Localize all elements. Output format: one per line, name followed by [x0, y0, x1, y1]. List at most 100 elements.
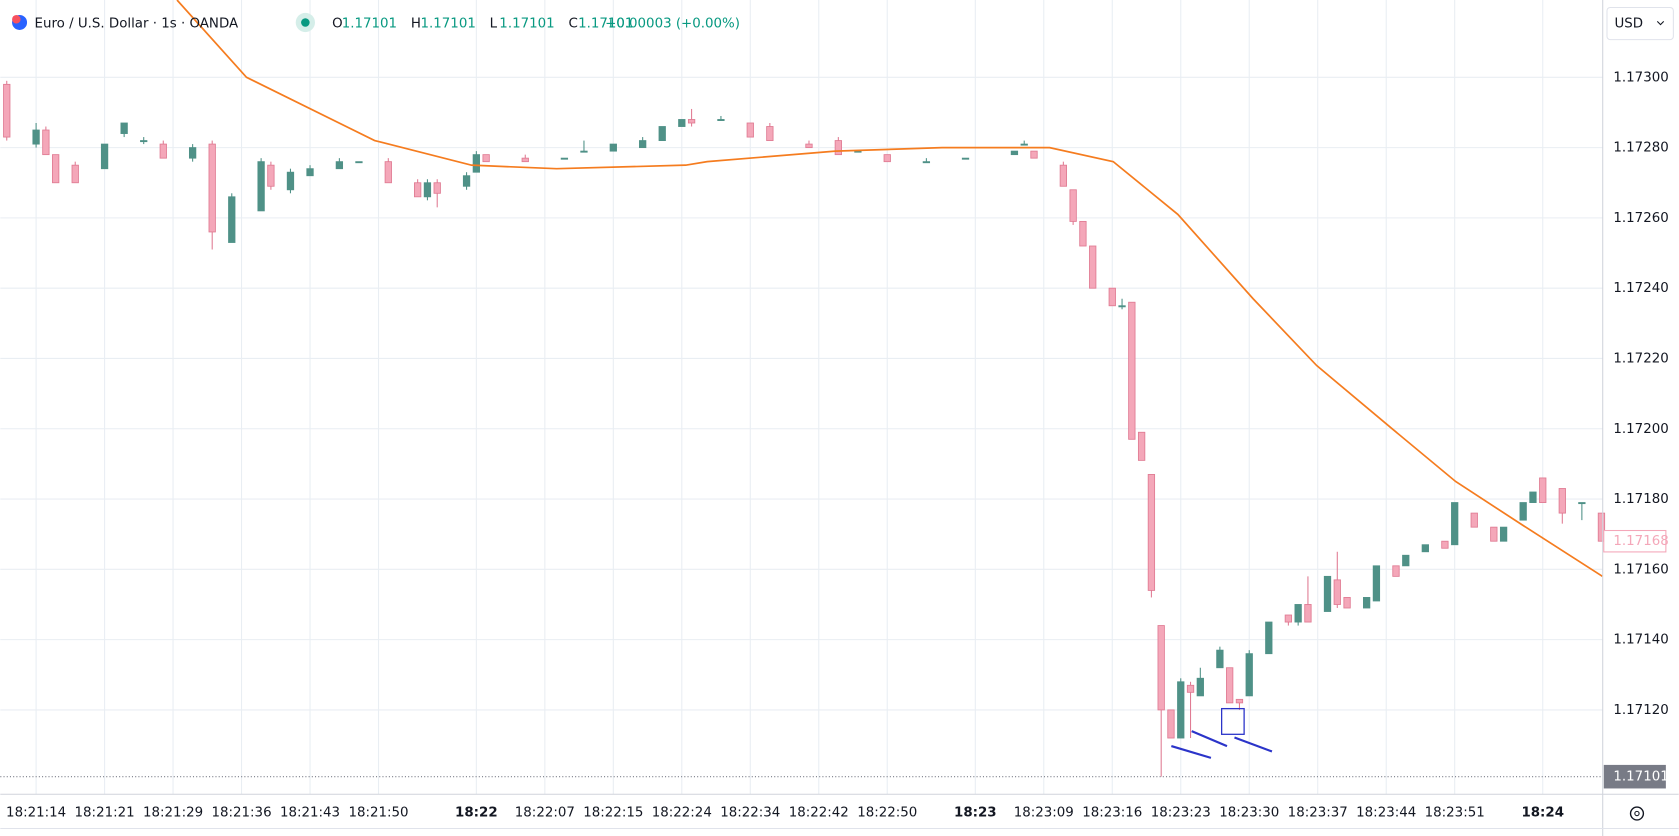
x-tick-label: 18:23:44	[1356, 805, 1416, 820]
candle-body	[1421, 544, 1429, 553]
y-tick-label: 1.17140	[1613, 633, 1668, 648]
symbol-title[interactable]: Euro / U.S. Dollar · 1s · OANDA	[35, 17, 239, 32]
trend-line[interactable]	[1171, 745, 1212, 759]
current-price-box	[1603, 764, 1666, 789]
x-tick-label: 18:22:24	[652, 805, 712, 820]
candle-body	[100, 143, 109, 170]
candle-body	[678, 119, 686, 127]
candle-body	[1118, 305, 1126, 308]
candle-body	[286, 171, 295, 191]
candle-body	[1304, 604, 1312, 623]
plot	[0, 0, 1606, 778]
candle-body	[805, 143, 813, 149]
candle-body	[42, 129, 50, 156]
candle-body	[414, 182, 422, 198]
candle-body	[1059, 164, 1067, 187]
candle-body	[1226, 667, 1234, 704]
candle-body	[883, 154, 891, 163]
y-tick-label: 1.17240	[1613, 281, 1668, 296]
last-price-box	[1603, 529, 1667, 553]
ohlc-label: H	[411, 17, 421, 32]
x-tick-label: 18:21:36	[212, 805, 272, 820]
candle-body	[228, 196, 236, 243]
candle-body	[1089, 245, 1097, 289]
candle-body	[472, 154, 480, 173]
ohlc-value: 1.17101	[421, 17, 476, 32]
drawings[interactable]	[1171, 707, 1273, 759]
candle-body	[717, 119, 725, 121]
ohlc-label: O	[332, 17, 343, 32]
x-tick-label: 18:23:51	[1425, 805, 1485, 820]
candle-body	[1079, 220, 1087, 247]
candle-body	[1323, 575, 1332, 612]
candle-body	[961, 157, 970, 160]
candle-body	[71, 164, 79, 184]
settings-icon[interactable]	[1629, 806, 1645, 821]
x-tick-label: 18:21:21	[75, 805, 135, 820]
trend-line[interactable]	[1191, 730, 1228, 748]
candle-body	[560, 157, 569, 160]
candle-body	[639, 140, 647, 149]
y-tick-label: 1.17280	[1613, 141, 1668, 156]
ohlc-label: C	[568, 17, 577, 32]
candle-body	[208, 143, 216, 233]
candle-body	[1030, 150, 1038, 159]
candle-body	[1108, 287, 1116, 307]
symbol-logo	[12, 14, 21, 24]
header: Euro / U.S. Dollar · 1s · OANDA O 1.17101…	[12, 12, 740, 33]
candle-body	[1245, 653, 1253, 697]
candle-body	[1490, 526, 1498, 542]
candle-body	[687, 119, 696, 124]
candle-body	[1020, 143, 1028, 146]
x-tick-label: 18:23:16	[1082, 805, 1142, 820]
candle-body	[1451, 502, 1459, 546]
candle-body	[1402, 554, 1410, 567]
candle-body	[433, 182, 441, 194]
settings-button[interactable]	[1629, 806, 1645, 821]
candle-body	[462, 175, 471, 187]
candle-body	[1186, 684, 1195, 693]
candle-body	[159, 143, 167, 159]
x-tick-label: 18:23:09	[1014, 805, 1074, 820]
x-tick-label: 18:23	[954, 805, 997, 820]
y-tick-label: 1.17300	[1613, 70, 1668, 85]
x-tick-label: 18:24	[1521, 805, 1564, 820]
candle-body	[1147, 474, 1156, 591]
candle-body	[1441, 540, 1449, 549]
axes: 1.17300 1.17280 1.17260 1.17240 1.17220 1.172…	[6, 70, 1669, 820]
y-tick-label: 1.17260	[1613, 211, 1668, 226]
trend-line[interactable]	[1234, 736, 1273, 753]
candle-body	[658, 126, 666, 142]
market-status[interactable]	[301, 18, 310, 27]
currency-box[interactable]	[1606, 6, 1674, 41]
x-tick-label: 18:21:50	[348, 805, 408, 820]
change: +0.00003 (+0.00%)	[605, 17, 740, 32]
candle-body	[1578, 502, 1586, 505]
candle-body	[1128, 301, 1136, 440]
x-tick-label: 18:22:50	[857, 805, 917, 820]
candle-body	[1196, 677, 1204, 697]
settings-icon	[1634, 810, 1640, 817]
candle-body	[1216, 649, 1224, 669]
grid	[0, 0, 1603, 795]
rectangle-drawing[interactable]	[1220, 707, 1245, 735]
currency[interactable]: USD	[1614, 17, 1643, 32]
candle-body	[1235, 698, 1244, 704]
x-tick-label: 18:21:43	[280, 805, 340, 820]
y-tick-label: 1.17160	[1613, 562, 1668, 577]
candle-body	[1069, 189, 1077, 222]
candle-body	[306, 168, 314, 177]
candle-body	[423, 182, 432, 198]
moving-average	[176, 0, 1603, 578]
candle-body	[1284, 614, 1293, 623]
candle-body	[1539, 477, 1547, 503]
candle-body	[609, 143, 617, 152]
currency-button[interactable]: USD	[1606, 6, 1674, 41]
candle-body	[1333, 579, 1341, 605]
candle-body	[1010, 150, 1019, 156]
candle-body	[32, 129, 40, 145]
x-tick-label: 18:22:42	[789, 805, 849, 820]
